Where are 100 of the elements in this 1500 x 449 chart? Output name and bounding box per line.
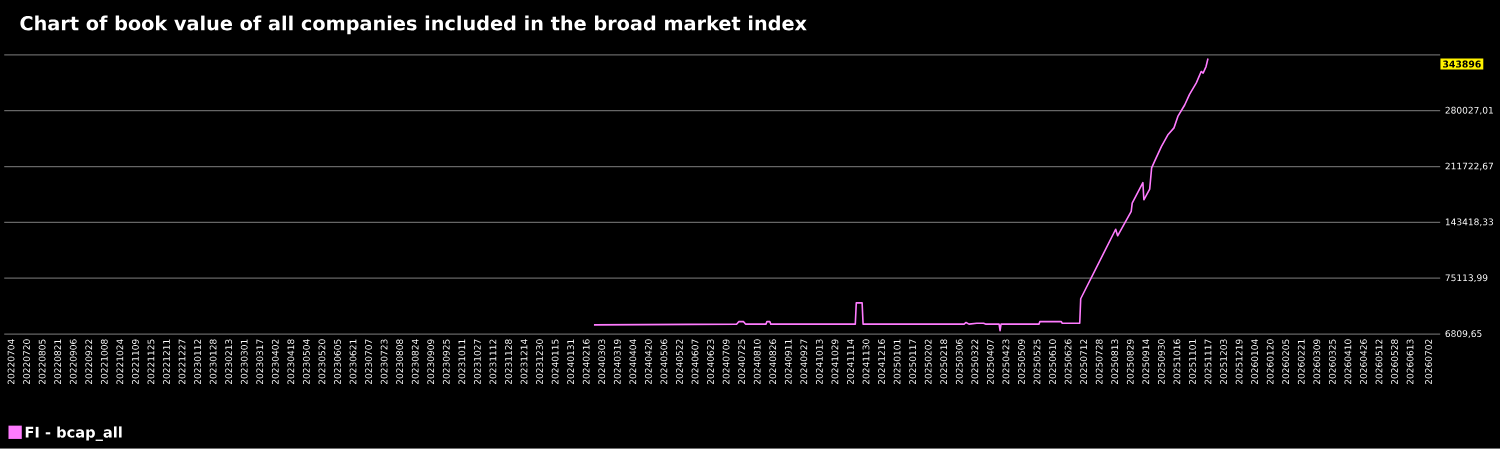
x-tick-label: 20240810 (753, 339, 761, 385)
x-tick-label: 20251117 (1204, 339, 1212, 385)
x-tick-label: 20260205 (1282, 339, 1290, 385)
line-series (593, 57, 1209, 332)
x-tick-label: 20230418 (287, 339, 295, 385)
x-tick-label: 20221227 (178, 339, 186, 385)
x-tick-label: 20251101 (1189, 339, 1196, 385)
x-tick-label: 20241029 (831, 339, 839, 385)
x-tick-label: 20251219 (1235, 339, 1243, 385)
x-tick-label: 20231011 (458, 339, 466, 385)
x-tick-label: 20230723 (380, 339, 388, 385)
x-tick-label: 20241130 (862, 339, 870, 385)
x-tick-label: 20250525 (1033, 339, 1041, 385)
x-tick-label: 20240420 (644, 339, 652, 385)
x-tick-label: 20230925 (442, 339, 450, 385)
x-tick-label: 20230112 (194, 339, 201, 385)
x-tick-label: 20230808 (396, 339, 404, 385)
x-tick-label: 20240709 (722, 339, 730, 385)
x-tick-label: 20260325 (1328, 339, 1336, 385)
x-tick-label: 20250218 (940, 339, 948, 385)
x-tick-label: 20230824 (411, 339, 419, 385)
x-tick-label: 20241114 (847, 339, 854, 385)
x-tick-label: 20241216 (878, 339, 885, 385)
x-tick-label: 20250610 (1049, 339, 1056, 385)
text: 343896 (1443, 60, 1481, 68)
x-tick-label: 20250509 (1018, 339, 1025, 385)
x-tick-label: 20251203 (1220, 339, 1227, 385)
x-tick-label: 20260702 (1425, 339, 1432, 385)
x-tick-label: 20221211 (163, 339, 170, 385)
x-tick-label: 20250712 (1080, 339, 1088, 385)
x-tick-label: 20240216 (582, 339, 590, 385)
x-tick-label: 20221109 (131, 339, 139, 385)
x-tick-label: 20230621 (349, 339, 357, 385)
x-tick-label: 20240506 (660, 339, 668, 385)
x-tick-label: 20250306 (955, 339, 963, 385)
x-tick-label: 20230504 (302, 339, 310, 385)
x-tick-label: 20240404 (629, 339, 637, 385)
y-tick-label: 6809,65 (1445, 330, 1482, 339)
x-tick-label: 20231128 (505, 339, 512, 385)
x-tick-label: 20221008 (100, 339, 108, 385)
x-tick-label: 20240725 (738, 339, 746, 385)
y-tick-label: 280027,01 (1445, 106, 1493, 115)
x-tick-label: 20260221 (1297, 339, 1305, 385)
x-tick-label: 20220821 (54, 339, 62, 385)
x-tick-label: 20231027 (473, 339, 481, 385)
x-tick-label: 20260426 (1360, 339, 1367, 385)
x-tick-label: 20220805 (38, 339, 46, 385)
x-tick-label: 20220906 (69, 339, 77, 385)
x-tick-label: 20221024 (116, 339, 124, 385)
x-tick-label: 20230213 (225, 339, 233, 385)
y-tick-label: 143418,33 (1445, 218, 1494, 227)
x-tick-label: 20230128 (209, 339, 217, 385)
x-tick-label: 20231230 (536, 339, 543, 385)
x-tick-label: 20260528 (1391, 339, 1398, 385)
x-tick-label: 20250101 (893, 339, 901, 385)
legend-label: FI - bcap_all (25, 426, 122, 442)
x-tick-label: 20240927 (800, 339, 808, 385)
x-tick-label: 20250728 (1095, 339, 1103, 385)
x-tick-label: 20220922 (85, 339, 93, 385)
x-tick-label: 20250626 (1064, 339, 1072, 385)
x-tick-label: 20240303 (598, 339, 606, 385)
x-tick-label: 20230402 (271, 339, 279, 385)
x-tick-label: 20250322 (971, 339, 979, 385)
x-tick-label: 20231214 (520, 339, 528, 385)
x-tick-label: 20230707 (365, 339, 372, 385)
x-tick-label: 20251016 (1173, 339, 1181, 385)
x-tick-label: 20250117 (909, 339, 917, 385)
x-tick-label: 20250202 (924, 339, 932, 385)
x-tick-label: 20250829 (1126, 339, 1134, 385)
y-tick-label: 211722,67 (1445, 162, 1493, 171)
x-tick-label: 20260512 (1375, 339, 1383, 385)
x-tick-label: 20221125 (147, 339, 155, 385)
x-tick-label: 20240607 (691, 339, 699, 385)
x-tick-label: 20260104 (1251, 339, 1259, 385)
x-tick-label: 20250813 (1111, 339, 1119, 385)
x-tick-label: 20260410 (1344, 339, 1352, 385)
x-tick-label: 20250914 (1142, 339, 1150, 385)
x-tick-label: 20250407 (986, 339, 994, 385)
x-tick-label: 20230520 (318, 339, 326, 385)
x-tick-label: 20220720 (23, 339, 30, 385)
x-tick-label: 20241013 (815, 339, 823, 385)
x-tick-label: 20260309 (1313, 339, 1321, 385)
y-tick-label: 75113,99 (1445, 274, 1488, 283)
x-tick-label: 20260120 (1266, 339, 1274, 385)
x-tick-label: 20231112 (489, 339, 497, 385)
chart-title: Chart of book value of all companies included in the broad market index (20, 15, 807, 35)
x-tick-label: 20260613 (1406, 339, 1414, 385)
x-tick-label: 20220704 (7, 339, 15, 385)
x-tick-label: 20230301 (240, 339, 248, 385)
x-tick-label: 20240911 (784, 339, 792, 385)
x-tick-label: 20240623 (707, 339, 714, 385)
x-tick-label: 20240115 (551, 339, 559, 385)
x-tick-label: 20240522 (676, 339, 683, 385)
x-tick-label: 20240826 (769, 339, 777, 385)
x-tick-label: 20230317 (256, 339, 264, 385)
x-tick-label: 20230605 (334, 339, 341, 385)
x-tick-label: 20250423 (1002, 339, 1010, 385)
x-tick-label: 20240131 (567, 339, 575, 385)
x-tick-label: 20230909 (427, 339, 435, 385)
x-tick-label: 20240319 (613, 339, 621, 385)
